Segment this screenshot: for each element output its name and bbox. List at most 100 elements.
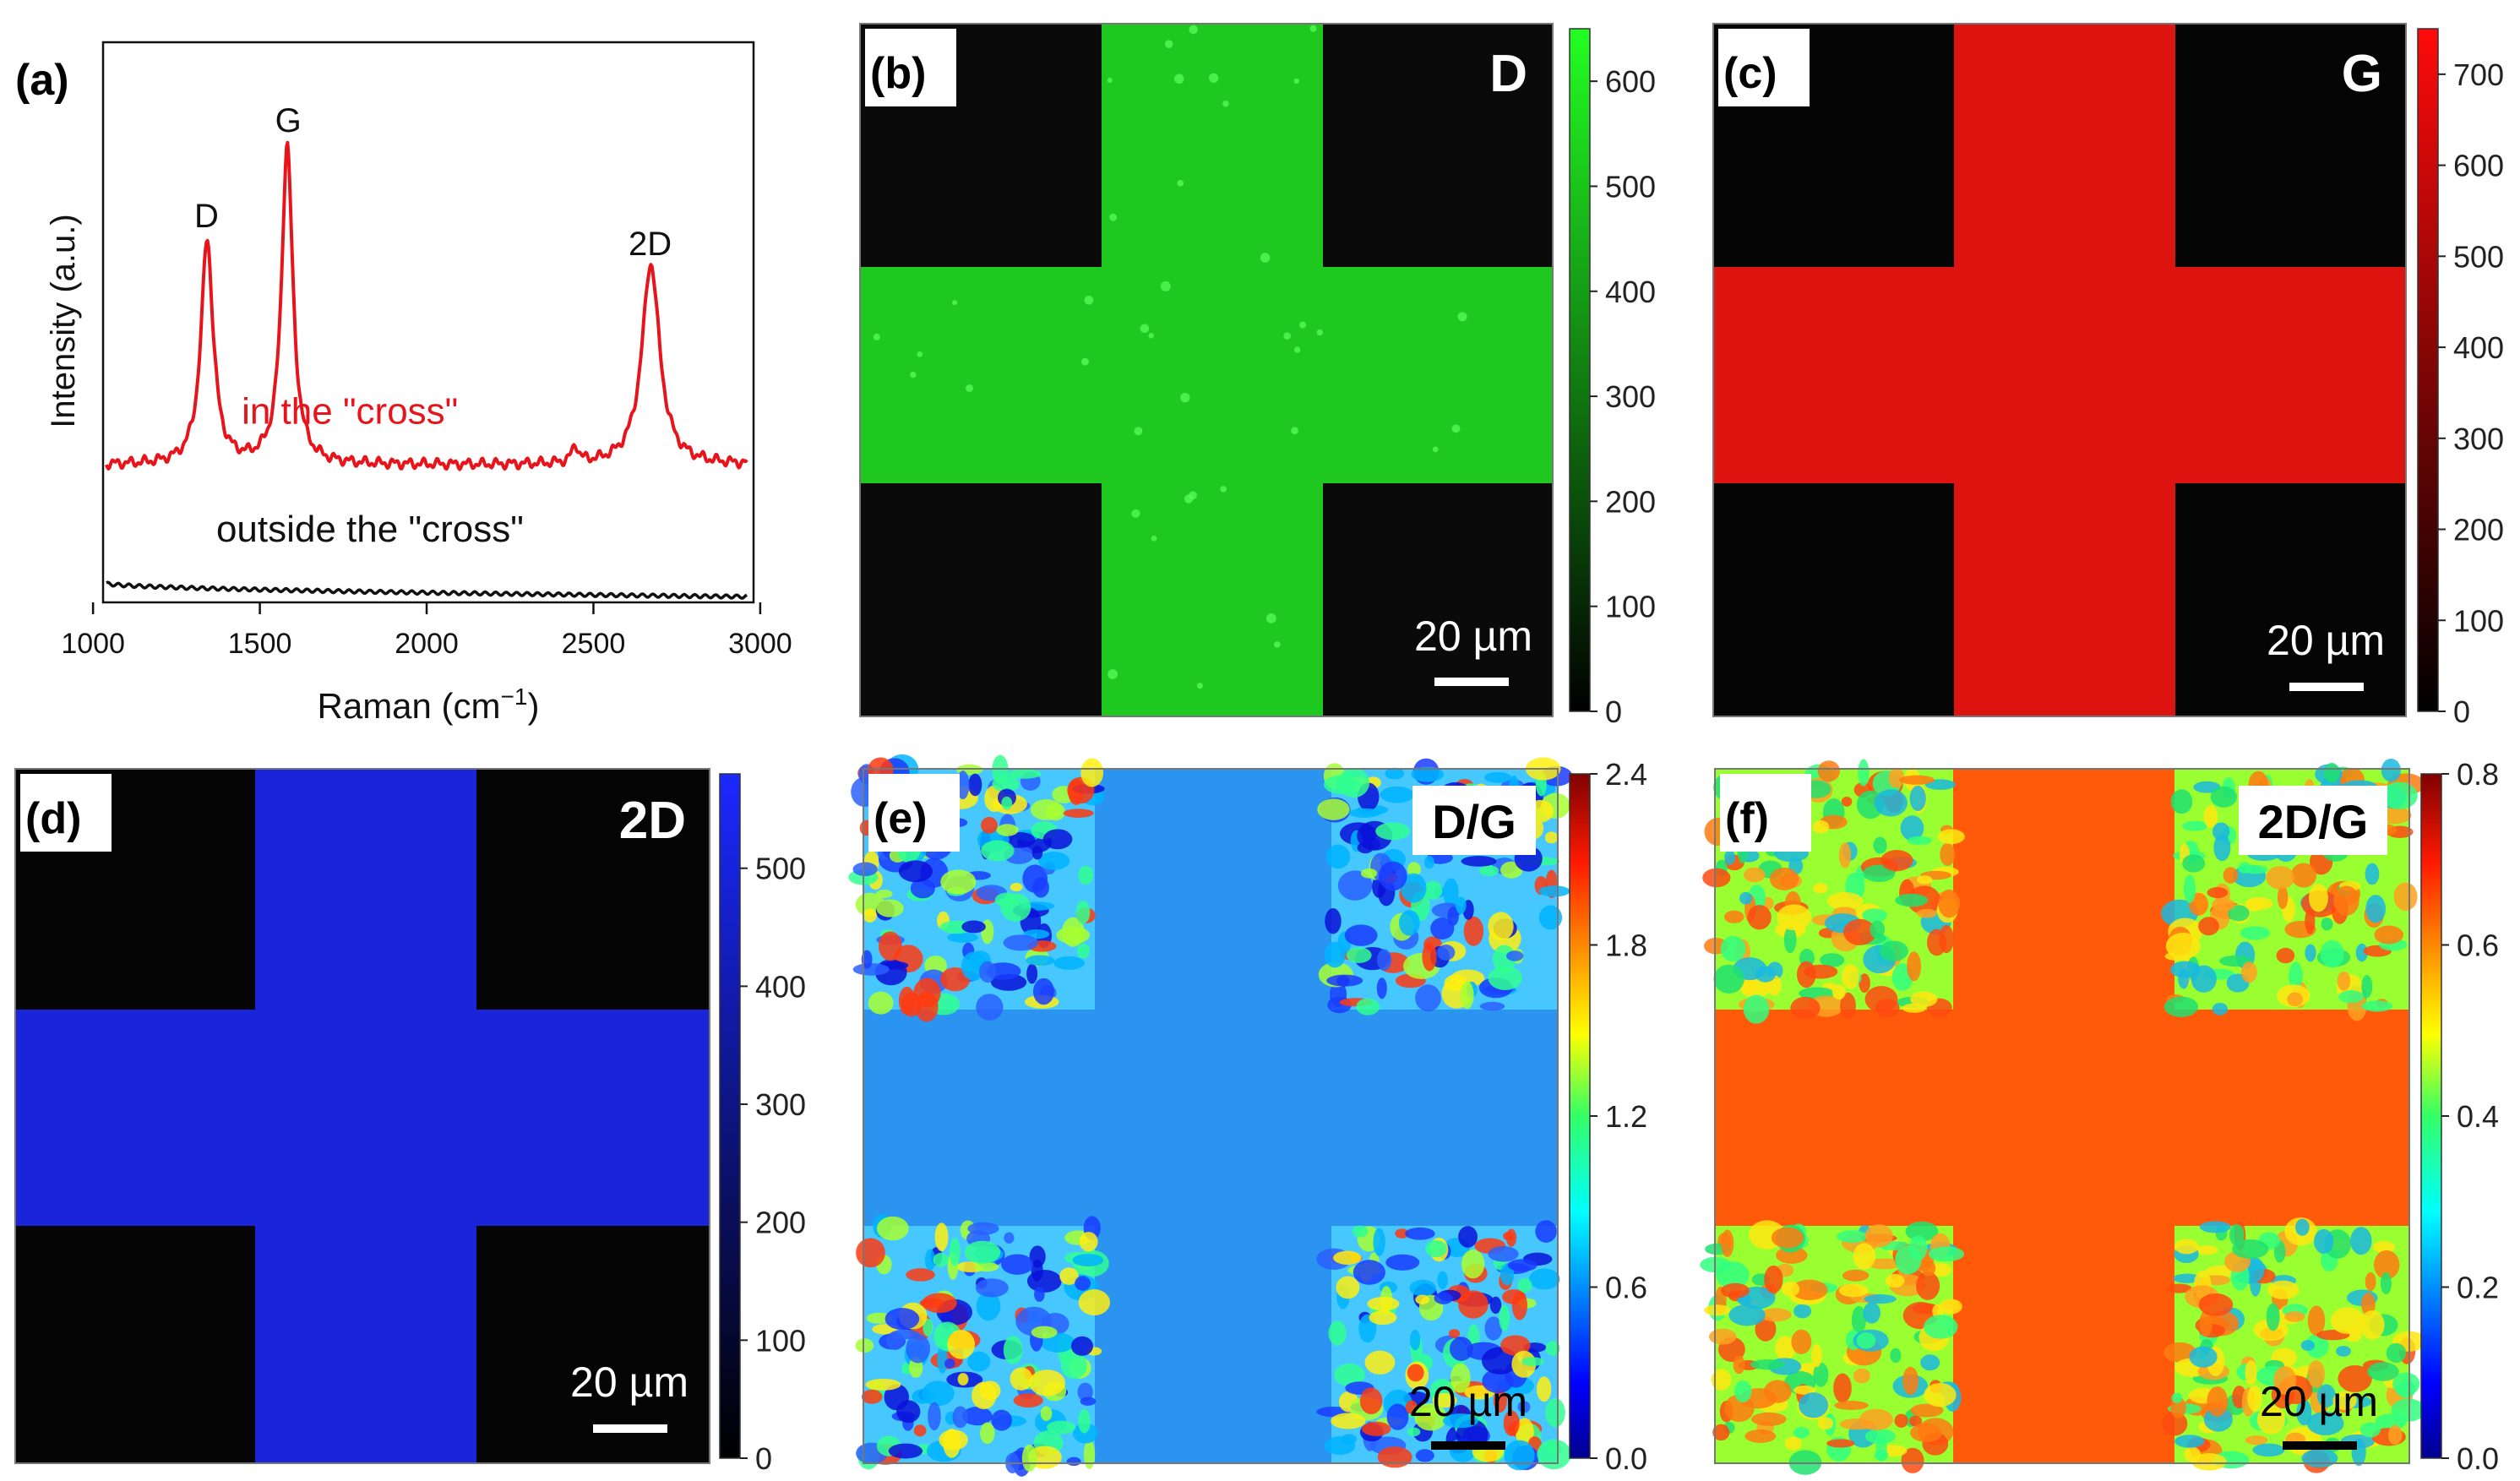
bright-spot (1293, 346, 1301, 353)
colorbar (1569, 28, 1591, 712)
noise-blob (1507, 1259, 1538, 1271)
noise-blob (1895, 893, 1929, 907)
noise-blob (1038, 851, 1070, 870)
noise-blob (2199, 1309, 2212, 1337)
noise-blob (2252, 1443, 2285, 1457)
noise-blob (1003, 1336, 1023, 1364)
bright-spot (1189, 25, 1198, 35)
noise-blob (1414, 1402, 1447, 1431)
panel-tag-e: (e) (874, 794, 928, 843)
noise-blob (1895, 1245, 1922, 1275)
noise-blob (1924, 1315, 1958, 1339)
noise-blob (1837, 1230, 1868, 1244)
panel-tag-box (1718, 29, 1810, 106)
noise-blob (2391, 1398, 2426, 1422)
noise-blob (1503, 1410, 1520, 1436)
panel-tag-box (12, 41, 96, 115)
noise-blob (2178, 967, 2190, 989)
noise-blob (1386, 1403, 1409, 1430)
noise-blob (1864, 986, 1898, 1013)
noise-blob (919, 1298, 944, 1309)
noise-blob (1733, 1355, 1745, 1375)
noise-blob (2323, 763, 2340, 783)
noise-blob (1456, 896, 1467, 914)
colorbar-tick-label: 0.8 (2457, 757, 2499, 792)
bright-spot (1283, 332, 1291, 340)
noise-blob (1811, 1343, 1822, 1368)
noise-blob (1776, 1246, 1808, 1264)
noise-blob (1867, 1258, 1902, 1270)
bright-spot (952, 300, 958, 306)
peak-labels: D G 2D (194, 102, 672, 263)
noise-blob (2308, 884, 2328, 912)
x-axis-label: Raman (cm−1) (318, 683, 540, 726)
noise-blob (1447, 906, 1459, 926)
noise-blob (2228, 905, 2250, 922)
noise-blob (1750, 1359, 1785, 1370)
panel-tag-box (1720, 774, 1811, 852)
noise-blob (2387, 1424, 2403, 1446)
noise-blob (2365, 863, 2380, 885)
noise-blob (1026, 955, 1055, 966)
noise-blob (1885, 1274, 1905, 1288)
noise-blob (2373, 1240, 2396, 1254)
noise-blob (1838, 1283, 1869, 1298)
noise-blob (1395, 1228, 1409, 1239)
x-tick-label: 3000 (728, 628, 792, 660)
noise-blob (964, 1240, 1001, 1265)
noise-blob (1334, 1364, 1365, 1386)
noise-blob (1791, 1329, 1812, 1354)
noise-blob (1908, 1415, 1922, 1427)
noise-blob (1858, 759, 1870, 787)
peak-label: D (194, 198, 219, 235)
noise-blob (2373, 1250, 2400, 1280)
noise-blob (974, 1261, 999, 1272)
x-tick-label: 2000 (395, 628, 459, 660)
colorbar-tick-label: 300 (1605, 379, 1656, 414)
noise-blob (884, 1308, 920, 1331)
noise-blob (1076, 943, 1090, 959)
noise-blob (2284, 1311, 2305, 1322)
series-outside-cross-label: outside the "cross" (216, 509, 524, 550)
noise-blob (1364, 1350, 1396, 1375)
noise-blob (952, 1406, 968, 1429)
noise-blob (1702, 868, 1731, 888)
colorbar-ticks: 0.0 0.6 1.2 1.8 2.4 (1590, 757, 1647, 1476)
noise-blob (1842, 1269, 1870, 1282)
noise-blob (1928, 1246, 1965, 1262)
series-outside-cross-line (106, 580, 748, 600)
noise-blob (1376, 977, 1387, 999)
noise-blob (2338, 1364, 2372, 1392)
bright-spot (1164, 40, 1173, 48)
noise-blob (967, 1351, 991, 1372)
bright-spot (1151, 535, 1157, 542)
bright-spot (1173, 74, 1184, 84)
noise-blob (1544, 831, 1559, 844)
noise-blob (2332, 1391, 2357, 1410)
noise-blob (1784, 1436, 1802, 1451)
noise-blob (1077, 1382, 1093, 1402)
noise-blob (1712, 1424, 1730, 1441)
noise-blob (1333, 1250, 1362, 1265)
noise-blob (1493, 1388, 1507, 1413)
noise-blob (1781, 1281, 1800, 1297)
bright-spot (1140, 324, 1150, 334)
noise-blob (906, 1333, 931, 1364)
noise-blob (2307, 1360, 2325, 1388)
noise-blob (2174, 1239, 2199, 1255)
noise-blob (868, 991, 894, 1015)
noise-blob (2337, 971, 2351, 991)
noise-blob (1380, 786, 1414, 803)
noise-blob (861, 1389, 883, 1404)
noise-blob (1003, 831, 1036, 848)
noise-blob (1775, 1336, 1796, 1360)
bright-spot (1457, 312, 1467, 322)
x-tick-label: 1500 (228, 628, 292, 660)
cross-shape (1713, 24, 2406, 716)
noise-blob (1937, 829, 1965, 845)
noise-blob (1344, 924, 1378, 946)
noise-blob (2199, 1221, 2231, 1233)
noise-blob (1741, 979, 1757, 994)
noise-blob (1839, 1418, 1875, 1430)
colorbar-tick-label: 300 (2453, 422, 2504, 456)
